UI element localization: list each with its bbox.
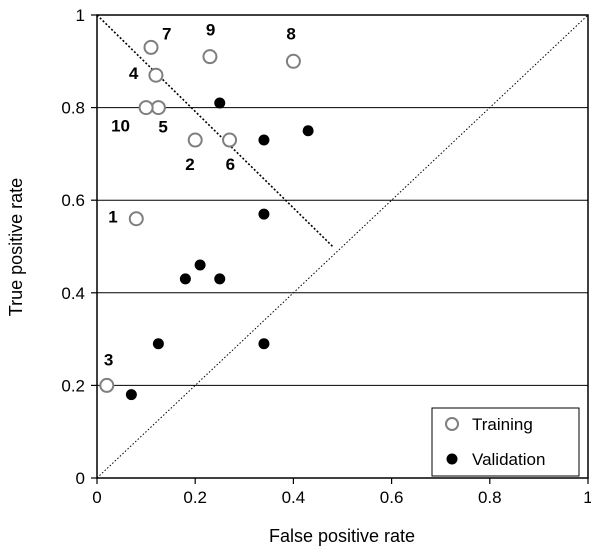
validation-point xyxy=(214,273,226,285)
training-point xyxy=(99,377,115,393)
validation-point xyxy=(258,134,270,146)
training-point xyxy=(128,211,144,227)
x-axis-title: False positive rate xyxy=(269,526,415,546)
y-tick-label: 0.8 xyxy=(61,99,85,118)
legend-training-label: Training xyxy=(472,415,533,434)
plot-frame xyxy=(96,14,589,479)
point-labels: 1 2 3 4 5 6 7 8 9 10 xyxy=(104,21,296,370)
x-tick-label: 0.8 xyxy=(478,488,502,507)
legend-validation-marker xyxy=(446,453,458,465)
point-label: 8 xyxy=(286,24,295,43)
point-label: 6 xyxy=(226,155,235,174)
y-tick-label: 0.6 xyxy=(61,191,85,210)
point-label: 10 xyxy=(111,117,130,136)
training-point xyxy=(148,67,164,83)
training-point xyxy=(222,132,238,148)
y-tick-label: 1 xyxy=(76,6,85,25)
training-point xyxy=(143,39,159,55)
point-label: 1 xyxy=(108,208,117,227)
y-tick-label: 0.4 xyxy=(61,284,85,303)
training-point xyxy=(138,100,154,116)
data-points xyxy=(99,39,314,401)
validation-point xyxy=(125,389,137,401)
point-label: 4 xyxy=(129,64,139,83)
training-point xyxy=(150,100,166,116)
validation-point xyxy=(302,125,314,137)
training-point xyxy=(202,49,218,65)
x-tick-label: 0.2 xyxy=(183,488,207,507)
validation-point xyxy=(152,338,164,350)
tradeoff-line-line xyxy=(96,14,334,248)
legend-training-marker xyxy=(445,417,459,431)
point-label: 5 xyxy=(158,118,167,137)
chance-diagonal-line xyxy=(96,14,589,479)
training-point xyxy=(285,53,301,69)
point-label: 3 xyxy=(104,350,113,369)
validation-point xyxy=(179,273,191,285)
y-tick-label: 0.2 xyxy=(61,376,85,395)
validation-point xyxy=(258,208,270,220)
point-label: 9 xyxy=(206,21,215,40)
x-tick-label: 1 xyxy=(583,488,591,507)
x-tick-label: 0.6 xyxy=(380,488,404,507)
validation-point xyxy=(214,97,226,109)
legend: Training Validation xyxy=(431,407,580,477)
axis-ticks: 0 0.2 0.4 0.6 0.8 100.20.40.60.81 xyxy=(61,6,591,507)
legend-validation-label: Validation xyxy=(472,450,545,469)
validation-point xyxy=(194,259,206,271)
point-label: 7 xyxy=(162,24,171,43)
x-tick-label: 0 xyxy=(92,488,101,507)
point-label: 2 xyxy=(185,155,194,174)
x-tick-label: 0.4 xyxy=(282,488,306,507)
y-tick-label: 0 xyxy=(76,469,85,488)
y-axis-title: True positive rate xyxy=(6,178,26,316)
validation-point xyxy=(258,338,270,350)
reference-lines xyxy=(96,14,589,479)
grid-lines xyxy=(97,107,588,386)
training-point xyxy=(187,132,203,148)
